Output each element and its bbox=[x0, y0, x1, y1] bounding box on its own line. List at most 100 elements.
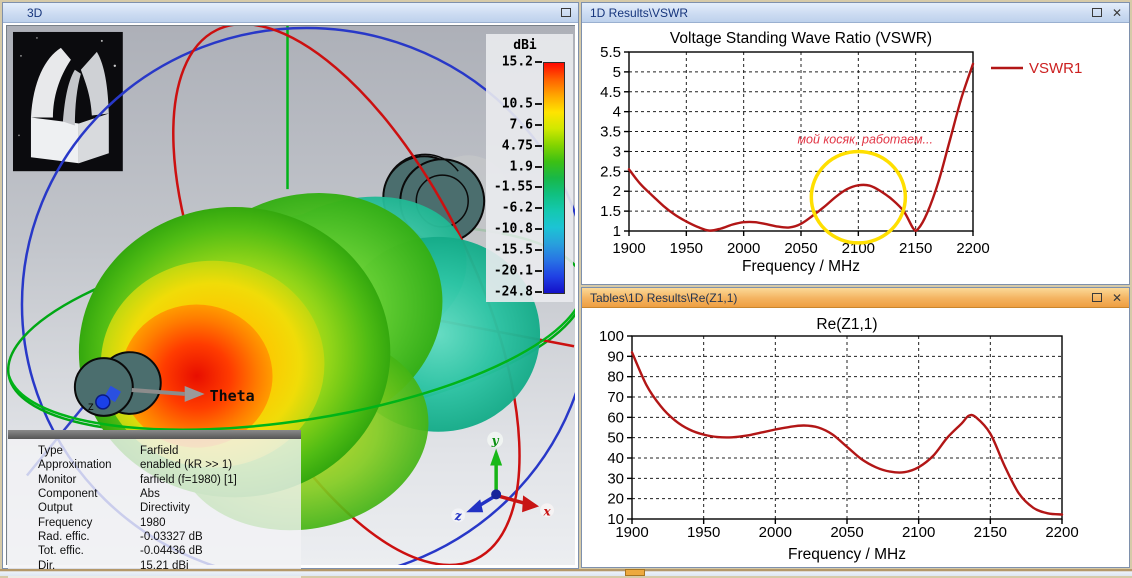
x-axis-arrow bbox=[522, 495, 540, 513]
x-tick-label: 2150 bbox=[899, 240, 932, 257]
colorbar-tick-mark bbox=[535, 186, 542, 189]
green-sphere-circle-front bbox=[7, 308, 575, 431]
colorbar-tick-mark bbox=[535, 144, 542, 147]
y-tick-label: 80 bbox=[607, 369, 624, 386]
colorbar-tick-mark bbox=[535, 270, 542, 273]
chart-title: Voltage Standing Wave Ratio (VSWR) bbox=[670, 30, 932, 47]
y-tick-label: 30 bbox=[607, 470, 624, 487]
theta-axis-arrow bbox=[131, 385, 205, 402]
y-tick-label: 5.5 bbox=[600, 44, 621, 61]
maximize-icon bbox=[1092, 293, 1102, 302]
info-value: Farfield bbox=[140, 445, 179, 458]
rez-chart: 1900 1950 2000 2050 2100 2150 2200 10 20 30 40 50 60… bbox=[599, 316, 1079, 563]
3d-viewport[interactable]: z Theta bbox=[6, 25, 575, 578]
y-tick-label: 90 bbox=[607, 348, 624, 365]
y-tick-label: 5 bbox=[613, 64, 621, 81]
info-row: Approximation enabled (kR >> 1) bbox=[8, 458, 301, 472]
colorbar-tick-label: -10.8 bbox=[493, 221, 533, 237]
colorbar-legend: dBi 15.2 10.5 7.6 4.75 1.9 -1.55 -6.2 -10.8 -15.… bbox=[486, 34, 573, 302]
colorbar-tick-mark bbox=[535, 61, 542, 63]
info-value: -0.04436 dB bbox=[140, 545, 203, 558]
port-z-label: z bbox=[88, 399, 94, 413]
info-panel-handle[interactable] bbox=[8, 430, 301, 439]
x-tick-label: 2150 bbox=[974, 524, 1007, 541]
y-tick-label: 60 bbox=[607, 409, 624, 426]
colorbar-tick-mark bbox=[535, 165, 542, 168]
x-tick-label: 1900 bbox=[615, 524, 648, 541]
highlight-circle-annotation bbox=[809, 149, 908, 245]
x-tick-label: 1950 bbox=[687, 524, 720, 541]
colorbar-tick-mark bbox=[535, 249, 542, 252]
maximize-button[interactable] bbox=[1089, 6, 1105, 20]
y-axis-arrow bbox=[490, 448, 503, 466]
colorbar-tick-label: 1.9 bbox=[509, 159, 533, 175]
y-tick-label: 20 bbox=[607, 491, 624, 508]
info-value: -0.03327 dB bbox=[140, 530, 203, 543]
titlebar-vswr[interactable]: 1D Results\VSWR ✕ bbox=[582, 3, 1129, 23]
colorbar-tick-mark bbox=[535, 207, 542, 210]
y-tick-label: 3.5 bbox=[600, 124, 621, 141]
info-value: Directivity bbox=[140, 502, 190, 515]
y-tick-label: 50 bbox=[607, 430, 624, 447]
colorbar-tick-label: 4.75 bbox=[501, 138, 533, 154]
colorbar-tick-mark bbox=[535, 123, 542, 126]
x-axis-title: Frequency / MHz bbox=[742, 258, 860, 275]
close-button[interactable]: ✕ bbox=[1109, 6, 1125, 20]
titlebar-rez[interactable]: Tables\1D Results\Re(Z1,1) ✕ bbox=[582, 288, 1129, 308]
z-axis-label: z bbox=[454, 509, 462, 523]
vswr-chart: 1900 1950 2000 2050 2100 2150 2200 1 1.5 2 2.5 3 3.5… bbox=[600, 30, 1082, 275]
info-row: Type Farfield bbox=[8, 444, 301, 458]
y-tick-label: 4.5 bbox=[600, 84, 621, 101]
info-row: Frequency 1980 bbox=[8, 515, 301, 529]
info-label: Component bbox=[38, 488, 98, 501]
maximize-icon bbox=[1092, 8, 1102, 17]
radiation-pattern-scene: z Theta bbox=[7, 26, 575, 565]
x-tick-label: 1950 bbox=[670, 240, 703, 257]
antenna-disc-bottom-left bbox=[73, 351, 162, 417]
blue-sphere-circle bbox=[20, 26, 575, 565]
panel-rez: Tables\1D Results\Re(Z1,1) ✕ 1900 1950 200… bbox=[581, 287, 1130, 568]
z-axis-arrow bbox=[466, 499, 484, 513]
text-annotation: мой косяк, работаем... bbox=[797, 132, 933, 146]
titlebar-3d[interactable]: 3D bbox=[3, 3, 578, 23]
info-label: Monitor bbox=[38, 473, 77, 486]
maximize-button[interactable] bbox=[1089, 291, 1105, 305]
x-tick-label: 2200 bbox=[956, 240, 989, 257]
panel-title-vswr: 1D Results\VSWR bbox=[590, 5, 689, 20]
plot-frame bbox=[628, 51, 974, 232]
y-tick-label: 40 bbox=[607, 450, 624, 467]
y-tick-label: 10 bbox=[607, 511, 624, 528]
x-tick-label: 2100 bbox=[842, 240, 875, 257]
info-label: Tot. effic. bbox=[38, 545, 84, 558]
close-icon: ✕ bbox=[1111, 5, 1123, 20]
info-value: farfield (f=1980) [1] bbox=[140, 473, 237, 486]
y-axis-label: y bbox=[491, 434, 500, 448]
x-tick-label: 2050 bbox=[784, 240, 817, 257]
info-label: Output bbox=[38, 502, 73, 515]
taskbar-item-icon[interactable] bbox=[625, 569, 645, 576]
colorbar-tick-mark bbox=[535, 102, 542, 105]
series-curve bbox=[627, 62, 975, 233]
chart-title: Re(Z1,1) bbox=[816, 316, 877, 333]
info-row: Monitor farfield (f=1980) [1] bbox=[8, 473, 301, 487]
radiation-pattern-lobes bbox=[78, 193, 541, 531]
x-tick-label: 2100 bbox=[902, 524, 935, 541]
close-icon: ✕ bbox=[1111, 290, 1123, 305]
x-tick-label: 2000 bbox=[759, 524, 792, 541]
bottom-strip bbox=[0, 569, 1132, 576]
info-value: 15.21 dBi bbox=[140, 559, 189, 572]
maximize-button[interactable] bbox=[558, 6, 574, 20]
colorbar-tick-label: -1.55 bbox=[493, 179, 533, 195]
colorbar-tick-label: 15.2 bbox=[501, 54, 533, 70]
plot-frame bbox=[631, 335, 1063, 520]
info-label: Frequency bbox=[38, 516, 93, 529]
x-tick-label: 2200 bbox=[1045, 524, 1078, 541]
info-value: Abs bbox=[140, 488, 160, 501]
info-label: Type bbox=[38, 445, 63, 458]
y-tick-label: 2 bbox=[613, 183, 621, 200]
info-row: Rad. effic. -0.03327 dB bbox=[8, 530, 301, 544]
panel-3d-view: 3D bbox=[2, 2, 579, 578]
close-button[interactable]: ✕ bbox=[1109, 291, 1125, 305]
info-label: Rad. effic. bbox=[38, 530, 90, 543]
panel-title-3d: 3D bbox=[27, 5, 43, 20]
